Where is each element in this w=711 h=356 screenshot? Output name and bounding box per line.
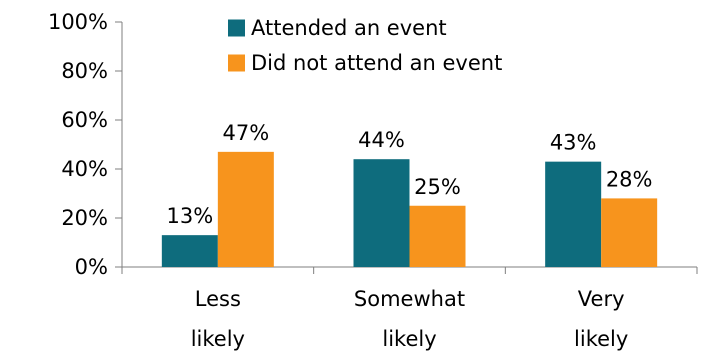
y-tick-label: 40% bbox=[61, 157, 108, 181]
y-tick-label: 0% bbox=[75, 255, 108, 279]
bar bbox=[409, 205, 466, 267]
y-tick-label: 100% bbox=[48, 10, 108, 34]
category-label-line: likely bbox=[382, 327, 436, 351]
y-tick-label: 20% bbox=[61, 206, 108, 230]
legend-swatch bbox=[228, 19, 245, 37]
category-label-line: likely bbox=[574, 327, 628, 351]
category-label: Less likely bbox=[191, 287, 245, 351]
legend-swatch bbox=[228, 54, 245, 72]
data-label: 43% bbox=[550, 131, 597, 155]
category-label: Very likely bbox=[574, 287, 628, 351]
data-label: 47% bbox=[222, 121, 269, 145]
data-labels: 13% 47% 44% 25% 43% 28% bbox=[166, 121, 652, 228]
category-label-line: likely bbox=[191, 327, 245, 351]
legend-label: Attended an event bbox=[251, 16, 447, 40]
data-label: 28% bbox=[606, 167, 653, 191]
data-label: 13% bbox=[166, 204, 213, 228]
data-label: 44% bbox=[358, 128, 405, 152]
bar bbox=[545, 161, 602, 267]
category-label-line: Somewhat bbox=[354, 287, 465, 311]
x-axis: Less likely Somewhat likely Very likely bbox=[121, 266, 698, 351]
category-label-line: Less bbox=[195, 287, 241, 311]
category-label-line: Very bbox=[578, 287, 625, 311]
y-axis: 0% 20% 40% 60% 80% 100% bbox=[48, 10, 123, 279]
y-tick-label: 60% bbox=[61, 108, 108, 132]
y-tick-label: 80% bbox=[61, 59, 108, 83]
bar bbox=[161, 235, 218, 267]
data-label: 25% bbox=[414, 175, 461, 199]
bar bbox=[601, 198, 658, 267]
legend: Attended an event Did not attend an event bbox=[228, 16, 502, 75]
bar bbox=[353, 159, 410, 267]
bar bbox=[217, 151, 274, 267]
category-label: Somewhat likely bbox=[354, 287, 465, 351]
legend-label: Did not attend an event bbox=[251, 51, 502, 75]
bars bbox=[161, 151, 658, 267]
